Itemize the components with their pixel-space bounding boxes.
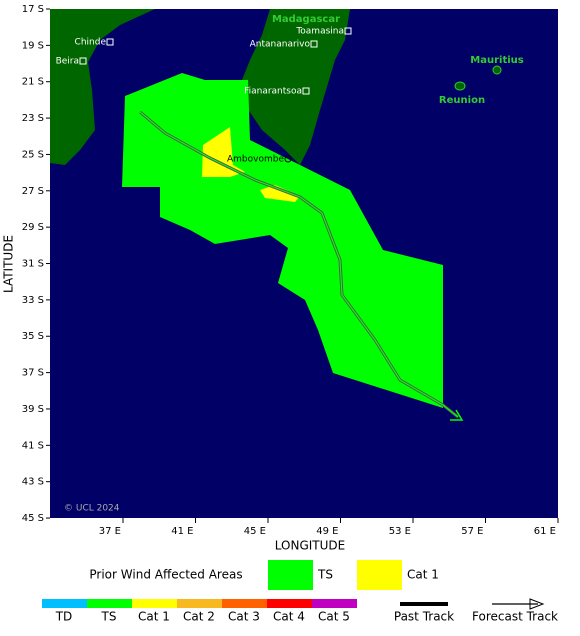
place-label: Madagascar xyxy=(272,14,340,25)
y-axis-title: LATITUDE xyxy=(2,235,16,293)
legend-label: Forecast Track xyxy=(472,610,558,624)
scale-label: Cat 5 xyxy=(318,610,350,624)
lat-label: 43 S xyxy=(22,477,44,488)
legend-swatch xyxy=(357,560,402,590)
scale-swatch xyxy=(222,599,267,608)
scale-label: Cat 3 xyxy=(228,610,260,624)
lat-label: 33 S xyxy=(22,295,44,306)
lon-label: 57 E xyxy=(461,526,483,537)
scale-label: TD xyxy=(55,610,73,624)
scale-label: TS xyxy=(101,610,117,624)
place-marker xyxy=(284,155,292,163)
place-label: Antananarivo xyxy=(250,40,311,50)
place-label: Mauritius xyxy=(470,55,524,66)
track-arrow xyxy=(450,409,464,421)
legend-label: TS xyxy=(317,568,333,582)
lat-label: 27 S xyxy=(22,186,44,197)
place-label: Reunion xyxy=(439,95,485,106)
scale-label: Cat 2 xyxy=(183,610,215,624)
place-label: Beira xyxy=(56,57,79,67)
legend-title: Prior Wind Affected Areas xyxy=(89,568,242,582)
copyright: © UCL 2024 xyxy=(64,504,120,514)
place-marker xyxy=(302,87,310,95)
forecast-arrow xyxy=(529,598,545,610)
lon-label: 37 E xyxy=(99,526,121,537)
place-marker xyxy=(79,57,87,65)
scale-swatch xyxy=(87,599,132,608)
scale-swatch xyxy=(42,599,87,608)
lat-label: 17 S xyxy=(22,4,44,15)
lat-label: 25 S xyxy=(22,149,44,160)
cat1-area xyxy=(260,185,300,202)
lat-label: 35 S xyxy=(22,331,44,342)
lat-label: 31 S xyxy=(22,259,44,270)
place-label: Ambovombe xyxy=(227,155,284,165)
scale-swatch xyxy=(132,599,177,608)
scale-swatch xyxy=(312,599,357,608)
lat-label: 41 S xyxy=(22,440,44,451)
lat-label: 45 S xyxy=(22,513,44,524)
place-marker xyxy=(106,38,114,46)
place-label: Fianarantsoa xyxy=(244,87,302,97)
legend-label: Cat 1 xyxy=(407,568,439,582)
madagascar xyxy=(240,9,350,165)
africa xyxy=(50,9,155,165)
lon-label: 41 E xyxy=(171,526,193,537)
cat1-area xyxy=(202,127,245,177)
lat-label: 39 S xyxy=(22,404,44,415)
lat-label: 21 S xyxy=(22,77,44,88)
lon-label: 49 E xyxy=(316,526,338,537)
scale-label: Cat 1 xyxy=(138,610,170,624)
lon-label: 45 E xyxy=(244,526,266,537)
scale-swatch xyxy=(177,599,222,608)
scale-swatch xyxy=(267,599,312,608)
lon-label: 53 E xyxy=(389,526,411,537)
lat-label: 19 S xyxy=(22,40,44,51)
reunion-island xyxy=(454,81,466,91)
mauritius-island xyxy=(492,65,502,75)
place-label: Toamasina xyxy=(295,27,344,37)
place-marker xyxy=(310,40,318,48)
place-label: Chinde xyxy=(75,38,107,48)
scale-label: Cat 4 xyxy=(273,610,305,624)
lat-label: 23 S xyxy=(22,113,44,124)
legend-swatch xyxy=(268,560,313,590)
past-track-inner xyxy=(139,111,459,418)
x-axis-title: LONGITUDE xyxy=(275,539,345,553)
lon-label: 61 E xyxy=(534,526,556,537)
legend-label: Past Track xyxy=(394,610,454,624)
place-marker xyxy=(344,27,352,35)
lat-label: 29 S xyxy=(22,222,44,233)
lat-label: 37 S xyxy=(22,368,44,379)
